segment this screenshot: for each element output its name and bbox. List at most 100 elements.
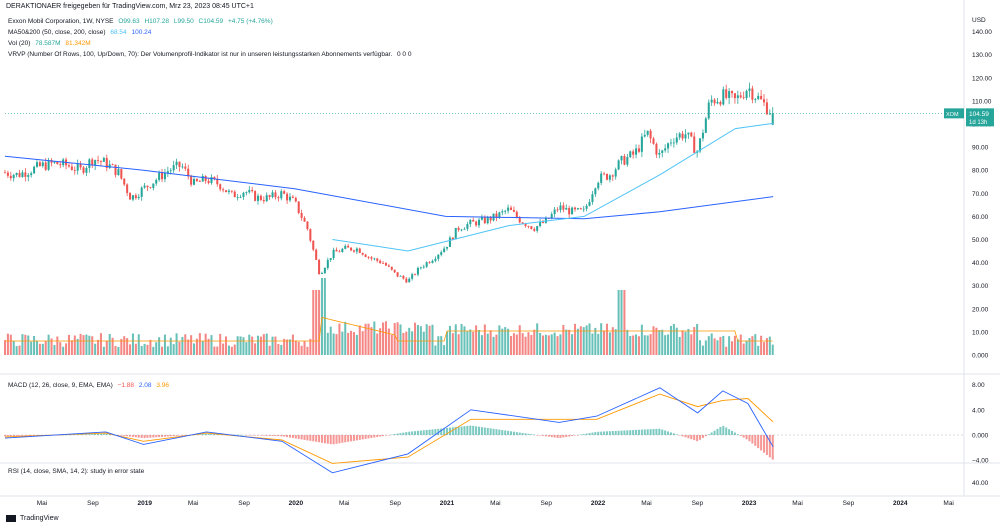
candle-body (73, 169, 76, 171)
macd-histogram-bar (478, 426, 481, 435)
candle-body (643, 134, 646, 137)
candle-body (91, 159, 94, 166)
macd-histogram-bar (620, 430, 623, 435)
volume-bar (105, 340, 108, 355)
vol-ma-value: 81.342M (65, 40, 91, 47)
volume-bar (568, 329, 571, 355)
candle-body (480, 217, 483, 220)
volume-bar (611, 327, 614, 355)
candle-body (736, 95, 739, 99)
macd-histogram-bar (70, 434, 73, 436)
candle-body (754, 99, 757, 100)
candle-body (687, 132, 690, 135)
volume-bar (207, 338, 210, 355)
volume-bar (70, 340, 73, 355)
candle-body (265, 195, 268, 202)
volume-bar (739, 334, 742, 355)
volume-bar (536, 323, 539, 355)
macd-histogram-bar (591, 432, 594, 435)
macd-histogram-bar (184, 435, 187, 436)
time-axis-label: Mai (188, 500, 198, 507)
volume-bar (408, 327, 411, 355)
macd-histogram-bar (425, 429, 428, 435)
macd-histogram-bar (181, 435, 184, 436)
macd-histogram-bar (768, 435, 771, 458)
signal-value: 3.96 (156, 382, 169, 389)
macd-histogram-bar (731, 430, 734, 435)
volume-bar (35, 340, 39, 355)
candle-body (405, 278, 408, 283)
macd-histogram-bar (233, 434, 236, 436)
macd-histogram-bar (416, 430, 419, 435)
candle-body (463, 228, 466, 230)
volume-bar (518, 325, 521, 355)
candle-body (352, 250, 355, 252)
volume-bar (79, 333, 82, 355)
volume-bar (597, 333, 600, 355)
candle-body (341, 248, 344, 252)
volume-bar (463, 326, 466, 355)
volume-bar (419, 326, 422, 355)
volume-bar (431, 324, 434, 355)
candle-body (222, 189, 225, 191)
candle-body (672, 142, 675, 144)
volume-bar (725, 346, 728, 355)
volume-bar (661, 329, 664, 355)
candle-body (762, 99, 766, 103)
macd-histogram-bar (335, 435, 338, 444)
volume-bar (181, 336, 184, 355)
candle-body (707, 102, 710, 119)
volume-bar (541, 335, 545, 355)
macd-histogram-bar (722, 425, 725, 435)
volume-bar (483, 324, 486, 355)
macd-histogram-bar (361, 435, 364, 440)
price-axis-tick: 60.00 (972, 214, 989, 221)
candle-body (571, 207, 574, 215)
volume-bar (67, 334, 70, 355)
candle-body (733, 93, 736, 99)
candle-body (219, 184, 222, 190)
volume-bar (742, 343, 745, 355)
volume-bar (579, 326, 582, 355)
macd-histogram-bar (605, 431, 608, 435)
candle-body (475, 221, 478, 226)
macd-histogram-bar (757, 435, 760, 449)
volume-bar (521, 333, 524, 355)
volume-bar (643, 335, 646, 355)
macd-histogram-bar (254, 435, 257, 436)
vrvp-label: VRVP (Number Of Rows, 100, Up/Down, 70):… (8, 51, 393, 58)
macd-histogram-bar (161, 435, 164, 437)
candle-body (161, 172, 164, 180)
candle-body (664, 148, 667, 151)
candle-body (387, 265, 390, 267)
volume-bar (204, 333, 207, 355)
macd-histogram-bar (533, 434, 536, 436)
volume-bar (684, 331, 687, 355)
candle-body (312, 240, 315, 250)
macd-histogram-bar (85, 434, 88, 435)
volume-bar (38, 343, 41, 355)
volume-bar (149, 339, 152, 355)
macd-histogram-bar (736, 434, 739, 435)
macd-histogram-bar (509, 431, 513, 435)
macd-histogram-bar (24, 435, 27, 436)
ma200-line (4, 155, 774, 220)
tradingview-logo-icon (6, 515, 16, 522)
volume-bar (131, 333, 134, 355)
volume-bar (233, 344, 236, 355)
candle-body (137, 196, 140, 199)
volume-bar (571, 334, 574, 355)
macd-histogram-bar (364, 435, 367, 439)
macd-histogram-bar (390, 434, 393, 436)
volume-bar (626, 329, 629, 355)
volume-bar (550, 334, 553, 355)
candle-body (515, 211, 518, 218)
macd-histogram-bar (18, 435, 21, 436)
macd-histogram-bar (655, 428, 658, 435)
candle-body (335, 249, 338, 252)
time-axis-label: 2023 (742, 500, 757, 507)
volume-bar (251, 336, 254, 355)
volume-bar (102, 346, 105, 355)
candle-body (582, 208, 585, 210)
